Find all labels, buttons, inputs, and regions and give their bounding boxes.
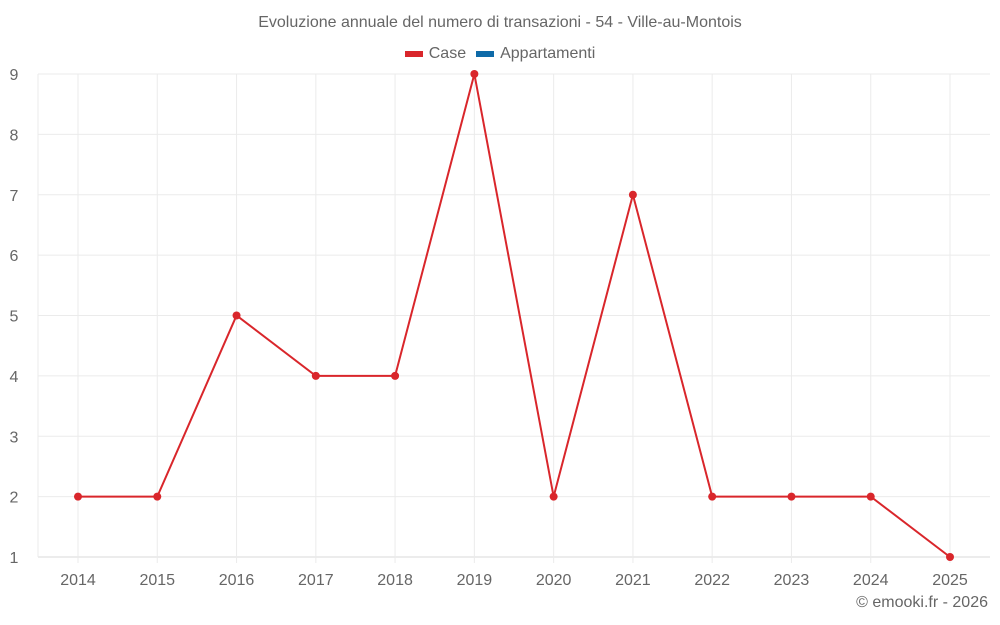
- x-tick-label: 2024: [853, 572, 889, 589]
- x-tick-label: 2017: [298, 572, 334, 589]
- x-tick-label: 2015: [139, 572, 175, 589]
- credit-text: © emooki.fr - 2026: [856, 594, 988, 611]
- data-point: [153, 492, 162, 501]
- y-tick-label: 6: [10, 248, 19, 265]
- legend: Case Appartamenti: [0, 45, 1000, 63]
- series-line-case: [78, 73, 951, 558]
- y-tick-label: 3: [10, 429, 19, 446]
- chart-title: Evoluzione annuale del numero di transaz…: [258, 14, 742, 31]
- data-point: [74, 492, 82, 501]
- data-point: [549, 492, 558, 501]
- x-tick-label: 2022: [694, 572, 730, 589]
- x-tick-label: 2014: [60, 572, 96, 589]
- data-point: [311, 371, 320, 380]
- legend-label-case: Case: [428, 45, 467, 62]
- y-tick-label: 7: [10, 188, 19, 205]
- x-tick-label: 2023: [774, 572, 810, 589]
- y-tick-label: 8: [10, 127, 19, 144]
- y-tick-label: 9: [10, 67, 19, 84]
- data-point: [708, 492, 717, 501]
- data-point: [866, 492, 875, 501]
- data-point: [391, 371, 400, 380]
- data-point: [787, 492, 796, 501]
- y-tick-label: 1: [10, 550, 19, 567]
- legend-item-case[interactable]: Case: [404, 45, 467, 63]
- y-tick-label: 2: [10, 490, 19, 507]
- y-tick-label: 5: [10, 309, 19, 326]
- x-tick-label: 2019: [457, 572, 493, 589]
- legend-item-appartamenti[interactable]: Appartamenti: [476, 45, 595, 63]
- data-point: [946, 553, 954, 561]
- legend-label-appartamenti: Appartamenti: [500, 45, 596, 62]
- legend-swatch-case: [404, 51, 423, 57]
- legend-swatch-appartamenti: [476, 51, 495, 57]
- x-tick-label: 2021: [615, 572, 651, 589]
- data-point: [232, 311, 241, 320]
- x-tick-label: 2020: [536, 572, 572, 589]
- x-tick-label: 2016: [219, 572, 255, 589]
- data-point: [628, 190, 637, 199]
- data-point: [470, 70, 479, 78]
- x-tick-label: 2018: [377, 572, 413, 589]
- x-tick-label: 2025: [932, 572, 968, 589]
- y-tick-label: 4: [10, 369, 19, 386]
